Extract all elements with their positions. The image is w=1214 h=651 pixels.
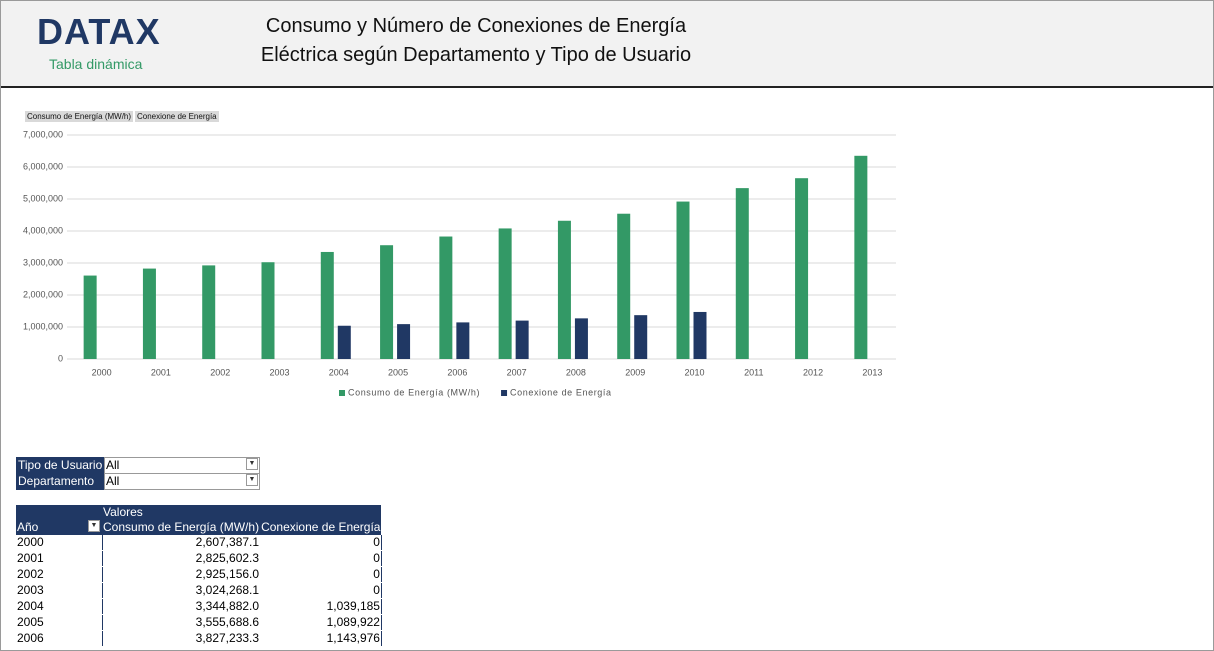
y-tick-label: 2,000,000 [23,289,63,299]
x-tick-label: 2000 [92,367,112,377]
bar [261,262,275,359]
bar [202,265,216,359]
x-tick-label: 2004 [329,367,349,377]
bar [456,322,470,359]
legend-swatch [339,390,345,396]
field-button[interactable]: Conexione de Energía [135,111,219,122]
table-cell: 2002 [16,566,103,583]
bar [854,155,868,359]
bar [676,201,690,359]
table-cell: 3,024,268.1 [102,582,261,599]
table-cell: 2001 [16,550,103,567]
bar [397,324,411,359]
bar [795,178,809,359]
y-tick-label: 1,000,000 [23,321,63,331]
table-cell: 2000 [16,535,103,551]
y-tick-label: 4,000,000 [23,225,63,235]
header: DATAX Tabla dinámica Consumo y Número de… [1,1,1213,88]
table-cell: 0 [260,566,382,583]
bar [693,311,707,359]
x-tick-label: 2003 [269,367,289,377]
title: Consumo y Número de Conexiones de Energí… [265,15,687,37]
legend-swatch [501,390,508,396]
x-tick-label: 2009 [625,367,645,377]
bar [320,251,334,359]
legend-label: Conexione de Energía [510,387,612,397]
table-cell: 3,344,882.0 [102,598,261,615]
column-header: Año ▼ [16,520,102,535]
y-tick-label: 5,000,000 [23,193,63,203]
bar [515,320,529,359]
logo: DATAX [37,11,161,52]
x-tick-label: 2001 [151,367,171,377]
table-cell: 2006 [16,630,103,647]
filter-button[interactable]: ▼ [88,520,100,532]
bar [617,213,631,359]
x-tick-label: 2011 [744,367,763,377]
values-header: Valores [103,505,143,519]
y-tick-label: 0 [58,353,63,363]
table-cell: 2003 [16,582,103,599]
x-tick-label: 2002 [210,367,230,377]
logo-subtitle: Tabla dinámica [49,56,143,72]
bar [557,220,571,359]
x-tick-label: 2010 [684,367,704,377]
bar [574,318,588,359]
x-tick-label: 2007 [507,367,527,377]
y-tick-label: 3,000,000 [23,257,63,267]
table-cell: 2004 [16,598,103,615]
filter-dropdown[interactable]: All ▼ [104,473,260,490]
x-tick-label: 2006 [447,367,467,377]
bar [439,236,453,359]
pivot-table: Valores Año ▼ Consumo de Energía (MW/h) Con… [16,505,382,647]
title: Eléctrica según Departamento y Tipo de U… [260,44,692,66]
bar [142,268,156,359]
table-cell: 0 [260,582,382,599]
bar [735,188,749,359]
column-header: Consumo de Energía (MW/h) [103,520,260,534]
legend-label: Consumo de Energía (MW/h) [348,387,480,397]
column-header: Conexione de Energía [261,520,381,534]
filter-dropdown[interactable]: All ▼ [104,457,260,474]
y-tick-label: 7,000,000 [23,129,63,139]
y-tick-label: 6,000,000 [23,161,63,171]
table-cell: 1,143,976 [260,630,382,647]
table-cell: 1,039,185 [260,598,382,615]
x-tick-label: 2012 [803,367,823,377]
table-cell: 3,555,688.6 [102,614,261,631]
chart: 0 1,000,000 2,000,000 3,000,000 4,000,000 5,0… [23,129,896,397]
bar [337,325,351,359]
filters: Tipo de Usuario All ▼ Departamento All ▼ [16,457,260,490]
bar [634,315,648,359]
x-tick-label: 2008 [566,367,586,377]
bar [498,228,512,359]
table-cell: 2005 [16,614,103,631]
filter-label: Departamento [16,473,105,490]
filter-label: Tipo de Usuario [16,457,105,474]
table-cell: 3,827,233.3 [102,630,261,647]
x-tick-label: 2013 [862,367,882,377]
table-cell: 2,607,387.1 [102,535,261,551]
table-cell: 0 [260,550,382,567]
filter-value: All [106,474,120,488]
table-cell: 2,825,602.3 [102,550,261,567]
field-button[interactable]: Consumo de Energía (MW/h) [25,111,134,122]
x-tick-label: 2005 [388,367,408,377]
table-cell: 2,925,156.0 [102,566,261,583]
table-cell: 0 [260,535,382,551]
bar [380,245,394,359]
filter-value: All [106,458,120,472]
bar [83,275,97,359]
table-cell: 1,089,922 [260,614,382,631]
